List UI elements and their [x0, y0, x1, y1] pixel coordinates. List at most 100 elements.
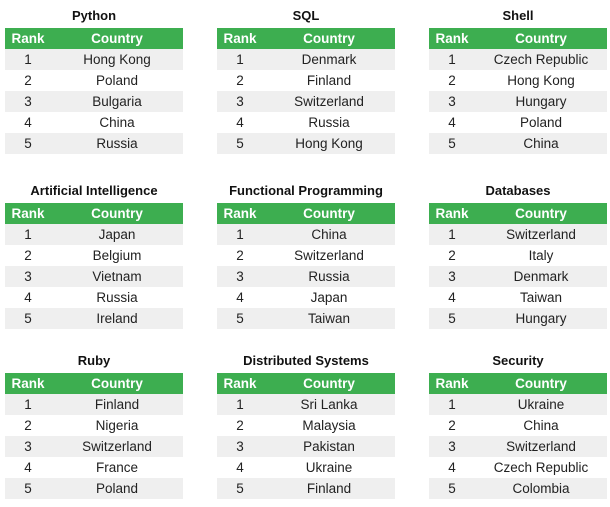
header-rank: Rank — [11, 31, 45, 46]
rank-cell: 2 — [24, 248, 32, 263]
country-cell: Russia — [96, 290, 138, 305]
country-cell: Switzerland — [294, 248, 364, 263]
country-cell: Ukraine — [305, 460, 353, 475]
country-cell: Bulgaria — [92, 94, 142, 109]
rank-cell: 3 — [24, 439, 32, 454]
table-row: 1 Denmark — [217, 49, 395, 70]
table-row: 4 Ukraine — [217, 457, 395, 478]
ranking-table: Ruby Rank Country 1 Finland 2 Nigeria 3 … — [5, 350, 183, 499]
header-country: Country — [91, 206, 143, 221]
table-row: 5 Poland — [5, 478, 183, 499]
header-country: Country — [303, 376, 355, 391]
header-rank: Rank — [11, 206, 45, 221]
table-row: 5 Colombia — [429, 478, 607, 499]
rank-cell: 1 — [448, 397, 456, 412]
table-row: 5 Russia — [5, 133, 183, 154]
country-cell: China — [523, 136, 559, 151]
table-row: 2 Finland — [217, 70, 395, 91]
table-header: Rank Country — [5, 203, 183, 224]
rank-cell: 1 — [24, 227, 32, 242]
ranking-table: Python Rank Country 1 Hong Kong 2 Poland… — [5, 5, 183, 154]
rank-cell: 1 — [448, 52, 456, 67]
rank-cell: 5 — [236, 136, 244, 151]
country-cell: Taiwan — [519, 290, 563, 305]
table-row: 4 China — [5, 112, 183, 133]
rank-cell: 2 — [236, 73, 244, 88]
table-row: 3 Denmark — [429, 266, 607, 287]
rank-cell: 4 — [24, 115, 32, 130]
table-row: 2 Italy — [429, 245, 607, 266]
header-country: Country — [303, 31, 355, 46]
country-cell: Russia — [308, 269, 350, 284]
country-cell: Japan — [98, 227, 136, 242]
table-row: 2 Malaysia — [217, 415, 395, 436]
table-row: 1 China — [217, 224, 395, 245]
rank-cell: 2 — [24, 73, 32, 88]
rank-cell: 1 — [448, 227, 456, 242]
table-row: 3 Hungary — [429, 91, 607, 112]
country-cell: Nigeria — [95, 418, 139, 433]
rank-cell: 2 — [236, 418, 244, 433]
rank-cell: 2 — [236, 248, 244, 263]
header-country: Country — [515, 31, 567, 46]
country-cell: Finland — [306, 73, 352, 88]
table-row: 4 Taiwan — [429, 287, 607, 308]
header-rank: Rank — [435, 376, 469, 391]
rank-cell: 1 — [24, 397, 32, 412]
country-cell: Poland — [95, 481, 139, 496]
rank-cell: 3 — [236, 439, 244, 454]
rank-cell: 4 — [448, 290, 456, 305]
rank-cell: 5 — [448, 136, 456, 151]
header-country: Country — [515, 376, 567, 391]
table-row: 1 Japan — [5, 224, 183, 245]
table-row: 4 France — [5, 457, 183, 478]
table-row: 3 Bulgaria — [5, 91, 183, 112]
header-rank: Rank — [223, 206, 257, 221]
rank-cell: 5 — [24, 136, 32, 151]
header-rank: Rank — [11, 376, 45, 391]
rank-cell: 5 — [236, 311, 244, 326]
header-country: Country — [91, 31, 143, 46]
ranking-table: Functional Programming Rank Country 1 Ch… — [217, 180, 395, 329]
table-header: Rank Country — [5, 373, 183, 394]
country-cell: Hong Kong — [83, 52, 151, 67]
rank-cell: 5 — [448, 481, 456, 496]
table-row: 3 Pakistan — [217, 436, 395, 457]
rank-cell: 1 — [24, 52, 32, 67]
header-rank: Rank — [223, 31, 257, 46]
table-row: 1 Finland — [5, 394, 183, 415]
table-title: Security — [492, 353, 544, 368]
rank-cell: 3 — [448, 94, 456, 109]
country-cell: Sri Lanka — [300, 397, 358, 412]
table-row: 1 Switzerland — [429, 224, 607, 245]
table-row: 1 Sri Lanka — [217, 394, 395, 415]
table-row: 5 Ireland — [5, 308, 183, 329]
rank-cell: 1 — [236, 397, 244, 412]
table-row: 2 China — [429, 415, 607, 436]
country-cell: Vietnam — [92, 269, 142, 284]
table-header: Rank Country — [217, 373, 395, 394]
table-title: Shell — [502, 8, 534, 23]
table-row: 4 Russia — [5, 287, 183, 308]
table-title: Python — [71, 8, 117, 23]
table-row: 3 Switzerland — [429, 436, 607, 457]
country-cell: Finland — [306, 481, 352, 496]
rank-cell: 4 — [236, 460, 244, 475]
table-row: 4 Czech Republic — [429, 457, 607, 478]
rank-cell: 5 — [24, 311, 32, 326]
table-row: 4 Russia — [217, 112, 395, 133]
table-title: Databases — [485, 183, 551, 198]
rank-cell: 3 — [24, 269, 32, 284]
table-row: 1 Czech Republic — [429, 49, 607, 70]
rank-cell: 3 — [448, 269, 456, 284]
table-row: 2 Nigeria — [5, 415, 183, 436]
header-rank: Rank — [435, 31, 469, 46]
header-rank: Rank — [435, 206, 469, 221]
header-country: Country — [303, 206, 355, 221]
table-row: 3 Switzerland — [217, 91, 395, 112]
country-cell: Switzerland — [82, 439, 152, 454]
rank-cell: 2 — [24, 418, 32, 433]
country-cell: Czech Republic — [493, 460, 589, 475]
table-row: 1 Hong Kong — [5, 49, 183, 70]
rank-cell: 3 — [236, 269, 244, 284]
